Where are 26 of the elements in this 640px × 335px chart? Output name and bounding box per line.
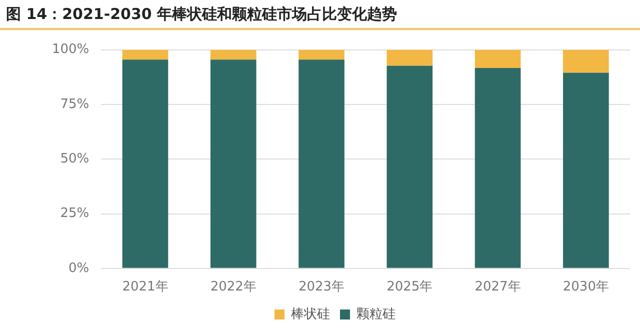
- bar: [122, 60, 168, 268]
- chart-title: 图 14：2021-2030 年棒状硅和颗粒硅市场占比变化趋势: [0, 0, 640, 30]
- x-tick-label: 2021年: [122, 280, 168, 295]
- legend-label: 棒状硅: [291, 306, 330, 322]
- y-tick-label: 0%: [68, 260, 90, 276]
- x-tick-label: 2025年: [386, 280, 433, 295]
- y-tick-label: 50%: [60, 151, 90, 166]
- bar: [386, 50, 433, 66]
- x-tick-label: 2027年: [474, 280, 521, 295]
- bar: [474, 50, 521, 68]
- bar: [122, 50, 168, 60]
- bar: [563, 50, 609, 73]
- y-tick-label: 75%: [60, 96, 90, 112]
- bar: [210, 60, 256, 268]
- bar: [210, 50, 256, 60]
- x-tick-label: 2023年: [298, 280, 345, 295]
- y-tick-label: 25%: [60, 206, 90, 222]
- bar: [386, 66, 433, 268]
- bar: [298, 60, 344, 268]
- y-tick-label: 100%: [52, 42, 90, 58]
- bar: [298, 50, 344, 60]
- bar: [563, 72, 609, 268]
- x-tick-label: 2022年: [210, 280, 256, 295]
- legend-label: 颗粒硅: [356, 306, 396, 322]
- bar: [474, 68, 521, 268]
- x-tick-label: 2030年: [562, 280, 609, 295]
